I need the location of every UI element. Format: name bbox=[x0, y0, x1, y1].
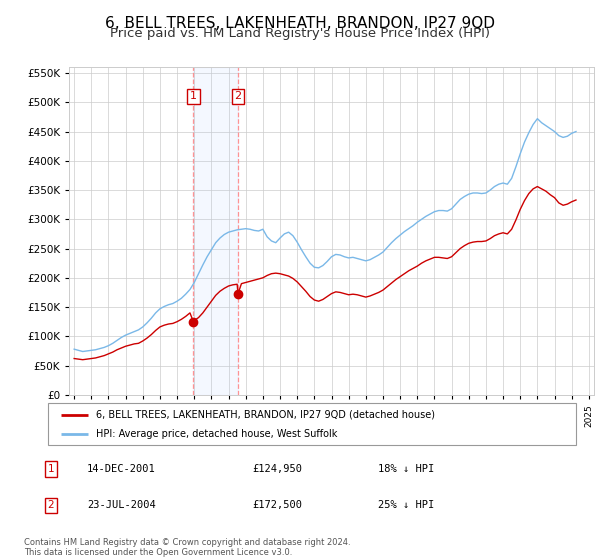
Text: 2: 2 bbox=[235, 91, 242, 101]
Text: £124,950: £124,950 bbox=[252, 464, 302, 474]
Text: 1: 1 bbox=[47, 464, 55, 474]
Text: 6, BELL TREES, LAKENHEATH, BRANDON, IP27 9QD (detached house): 6, BELL TREES, LAKENHEATH, BRANDON, IP27… bbox=[95, 409, 434, 419]
Text: 1: 1 bbox=[190, 91, 197, 101]
Text: 2: 2 bbox=[47, 501, 55, 510]
Text: Price paid vs. HM Land Registry's House Price Index (HPI): Price paid vs. HM Land Registry's House … bbox=[110, 27, 490, 40]
Text: 14-DEC-2001: 14-DEC-2001 bbox=[87, 464, 156, 474]
Text: 6, BELL TREES, LAKENHEATH, BRANDON, IP27 9QD: 6, BELL TREES, LAKENHEATH, BRANDON, IP27… bbox=[105, 16, 495, 31]
Bar bbox=[193, 67, 238, 395]
Text: HPI: Average price, detached house, West Suffolk: HPI: Average price, detached house, West… bbox=[95, 429, 337, 439]
Text: £172,500: £172,500 bbox=[252, 501, 302, 510]
Text: 25% ↓ HPI: 25% ↓ HPI bbox=[378, 501, 434, 510]
Text: 23-JUL-2004: 23-JUL-2004 bbox=[87, 501, 156, 510]
Text: 18% ↓ HPI: 18% ↓ HPI bbox=[378, 464, 434, 474]
Text: Contains HM Land Registry data © Crown copyright and database right 2024.
This d: Contains HM Land Registry data © Crown c… bbox=[24, 538, 350, 557]
FancyBboxPatch shape bbox=[48, 403, 576, 445]
